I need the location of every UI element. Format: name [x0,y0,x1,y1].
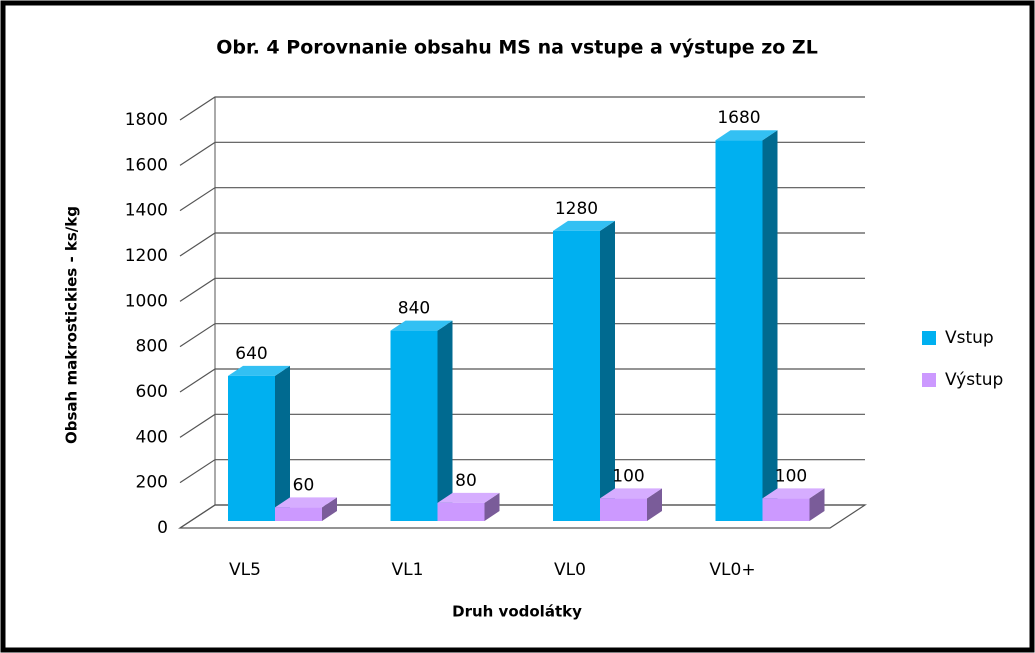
grid-line [179,232,865,257]
x-tick-label: VL5 [229,560,261,580]
bar [228,365,290,521]
x-tick-label: VL0+ [709,560,755,580]
y-tick-label: 1800 [125,110,168,130]
legend-label: Vstup [945,328,994,348]
data-label: 100 [612,466,644,486]
x-tick-label: VL1 [392,560,424,580]
bar-top [600,488,662,499]
grid-line [179,323,865,348]
data-label: 1680 [717,108,760,128]
data-label: 80 [455,471,477,491]
bar-front [390,330,438,521]
bar-front [437,502,485,521]
bar-top [228,365,290,376]
bar [715,130,778,521]
grid-line [179,277,865,302]
y-tick-label: 0 [157,518,168,538]
y-tick-label: 200 [136,473,168,493]
bar [390,320,453,521]
bar-side [600,220,615,521]
bar-side [647,488,662,521]
data-label: 840 [398,299,430,319]
grid-line [179,96,865,121]
y-tick-label: 600 [136,382,168,402]
legend-label: Výstup [945,370,1003,390]
y-tick-label: 1400 [125,201,168,221]
data-label: 640 [235,344,267,364]
legend-swatch [922,373,936,387]
bar-front [762,498,810,521]
chart-title: Obr. 4 Porovnanie obsahu MS na vstupe a … [216,37,818,59]
legend-swatch [922,331,936,345]
bar-side [437,320,453,521]
bar-side [322,497,337,521]
bar [600,488,662,521]
bar-front [600,498,647,521]
bar-top [762,488,825,499]
x-axis-label: Druh vodolátky [452,603,582,621]
data-label: 100 [775,466,807,486]
bar-side [275,365,290,521]
bar-top [275,497,337,508]
bar-front [228,375,275,521]
bar [437,492,500,521]
grid-line [179,141,865,166]
bar-top [390,320,453,331]
bar-top [715,130,778,141]
bar-side [762,130,778,521]
y-tick-label: 1200 [125,246,168,266]
data-label: 60 [293,475,315,495]
grid-line [179,459,865,484]
y-tick-label: 400 [136,427,168,447]
bar-side [809,488,825,521]
bar [275,497,337,521]
bar [762,488,825,521]
data-label: 1280 [555,199,598,219]
bar-front [553,230,600,521]
grid-line [179,187,865,212]
bar [553,220,615,521]
y-tick-label: 1000 [125,291,168,311]
y-tick-label: 1600 [125,155,168,175]
y-tick-label: 800 [136,337,168,357]
bar-front [715,140,763,521]
grid-line [179,368,865,393]
y-axis-label: Obsah makrostickies - ks/kg [63,206,81,444]
bar-front [275,507,322,521]
x-tick-label: VL0 [554,560,586,580]
bar-top [437,492,500,503]
bar-side [484,492,500,521]
grid-line [179,413,865,438]
bar-top [553,220,615,231]
